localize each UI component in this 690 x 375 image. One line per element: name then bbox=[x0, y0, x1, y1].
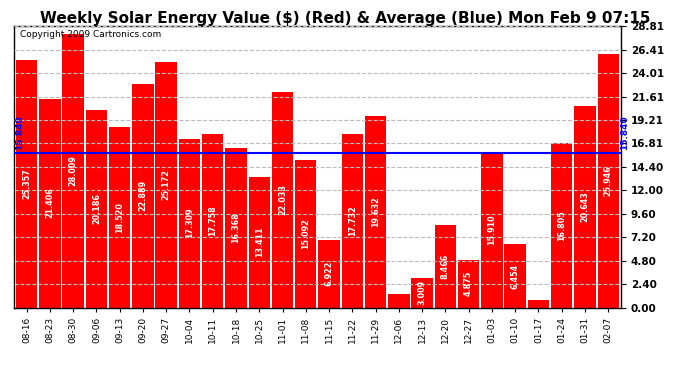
Bar bbox=[458, 260, 480, 308]
Text: 25.357: 25.357 bbox=[22, 168, 31, 199]
Text: 28.009: 28.009 bbox=[68, 155, 77, 186]
Text: 4.875: 4.875 bbox=[464, 271, 473, 296]
Bar bbox=[132, 84, 154, 308]
Text: Weekly Solar Energy Value ($) (Red) & Average (Blue) Mon Feb 9 07:15: Weekly Solar Energy Value ($) (Red) & Av… bbox=[40, 11, 650, 26]
Bar bbox=[435, 225, 456, 308]
Bar bbox=[86, 111, 107, 308]
Bar bbox=[109, 127, 130, 308]
Text: 15.092: 15.092 bbox=[302, 219, 310, 249]
Bar bbox=[179, 138, 200, 308]
Bar bbox=[388, 294, 410, 307]
Bar bbox=[528, 300, 549, 307]
Text: 22.033: 22.033 bbox=[278, 184, 287, 215]
Bar bbox=[574, 106, 595, 307]
Text: 22.889: 22.889 bbox=[139, 180, 148, 212]
Bar bbox=[16, 60, 37, 308]
Bar bbox=[551, 144, 573, 308]
Text: 1.369: 1.369 bbox=[394, 266, 404, 291]
Bar bbox=[598, 54, 619, 307]
Text: 6.922: 6.922 bbox=[324, 261, 333, 286]
Bar bbox=[155, 62, 177, 308]
Bar bbox=[272, 92, 293, 308]
Text: 20.643: 20.643 bbox=[580, 191, 589, 222]
Text: 15.840: 15.840 bbox=[15, 116, 24, 150]
Text: 6.454: 6.454 bbox=[511, 263, 520, 288]
Bar bbox=[481, 152, 502, 308]
Text: 25.172: 25.172 bbox=[161, 169, 170, 200]
Text: 19.632: 19.632 bbox=[371, 196, 380, 227]
Bar bbox=[318, 240, 339, 308]
Text: 13.411: 13.411 bbox=[255, 227, 264, 257]
Text: 18.520: 18.520 bbox=[115, 202, 124, 232]
Text: 17.732: 17.732 bbox=[348, 206, 357, 236]
Text: 8.466: 8.466 bbox=[441, 254, 450, 279]
Text: 15.910: 15.910 bbox=[487, 214, 496, 245]
Text: Copyright 2009 Cartronics.com: Copyright 2009 Cartronics.com bbox=[20, 30, 161, 39]
Text: 0.772: 0.772 bbox=[534, 272, 543, 297]
Bar bbox=[365, 116, 386, 308]
Text: 16.805: 16.805 bbox=[558, 210, 566, 241]
Text: 21.406: 21.406 bbox=[46, 188, 55, 218]
Bar bbox=[62, 34, 83, 308]
Text: 20.186: 20.186 bbox=[92, 194, 101, 224]
Bar bbox=[248, 177, 270, 308]
Bar bbox=[342, 134, 363, 308]
Text: 17.309: 17.309 bbox=[185, 208, 194, 238]
Text: 17.758: 17.758 bbox=[208, 206, 217, 236]
Bar bbox=[202, 134, 224, 308]
Bar bbox=[411, 278, 433, 308]
Text: 16.368: 16.368 bbox=[231, 212, 241, 243]
Bar bbox=[39, 99, 61, 308]
Text: 3.009: 3.009 bbox=[417, 280, 426, 305]
Text: 25.946: 25.946 bbox=[604, 165, 613, 196]
Bar bbox=[295, 160, 317, 308]
Bar bbox=[504, 244, 526, 308]
Text: 15.840: 15.840 bbox=[620, 116, 629, 150]
Bar bbox=[225, 148, 247, 308]
